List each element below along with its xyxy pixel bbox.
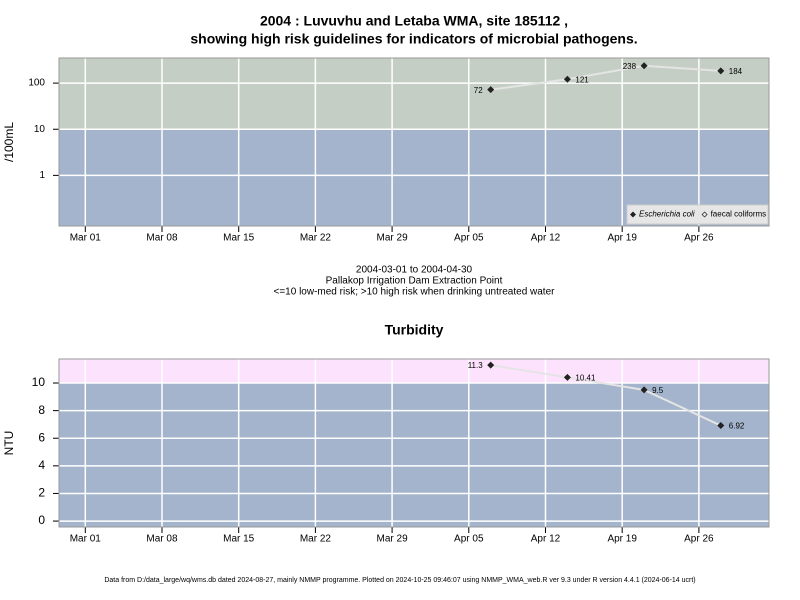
y-tick-label: 0 bbox=[38, 513, 45, 527]
y-axis-label: /100mL bbox=[2, 122, 16, 162]
x-tick-label: Mar 22 bbox=[300, 233, 332, 244]
data-label: 11.3 bbox=[468, 361, 484, 370]
data-point bbox=[563, 75, 571, 83]
footer: Data from D:/data_large/wq/wms.db dated … bbox=[104, 577, 695, 584]
y-tick-label: 10 bbox=[32, 375, 46, 389]
data-point bbox=[640, 386, 648, 394]
y-tick-label: 1 bbox=[39, 170, 45, 181]
caption: 2004-03-01 to 2004-04-30 bbox=[356, 265, 473, 276]
x-tick-label: Apr 26 bbox=[684, 534, 714, 545]
legend-label: Escherichia coli bbox=[639, 210, 695, 219]
y-tick-label: 100 bbox=[28, 78, 45, 89]
band-below bbox=[59, 383, 769, 527]
series-line bbox=[490, 364, 722, 427]
x-tick-label: Mar 15 bbox=[223, 233, 255, 244]
data-label: 184 bbox=[729, 67, 743, 76]
legend-marker bbox=[630, 211, 636, 218]
data-label: 238 bbox=[623, 62, 637, 71]
y-tick-label: 2 bbox=[38, 486, 45, 500]
legend-label: faecal coliforms bbox=[711, 210, 767, 219]
x-tick-label: Mar 01 bbox=[70, 534, 102, 545]
data-point bbox=[563, 373, 571, 381]
band-above bbox=[59, 58, 769, 130]
data-point bbox=[717, 67, 725, 75]
data-label: 72 bbox=[474, 86, 483, 95]
y-tick-label: 4 bbox=[38, 458, 45, 472]
series-line bbox=[490, 64, 721, 91]
y-axis-label: NTU bbox=[2, 431, 16, 456]
data-label: 121 bbox=[575, 75, 589, 84]
x-tick-label: Apr 19 bbox=[607, 534, 637, 545]
data-point bbox=[717, 422, 725, 430]
data-point bbox=[640, 62, 648, 70]
data-label: 10.41 bbox=[575, 373, 596, 382]
chart-title: showing high risk guidelines for indicat… bbox=[190, 31, 637, 47]
caption: <=10 low-med risk; >10 high risk when dr… bbox=[274, 287, 556, 298]
x-tick-label: Apr 19 bbox=[607, 233, 637, 244]
x-tick-label: Apr 12 bbox=[531, 233, 561, 244]
x-tick-label: Mar 29 bbox=[377, 233, 409, 244]
legend-box bbox=[626, 204, 769, 225]
chart-title: Turbidity bbox=[385, 322, 444, 338]
caption: Pallakop Irrigation Dam Extraction Point bbox=[326, 276, 503, 287]
legend-marker bbox=[701, 211, 708, 218]
x-tick-label: Mar 08 bbox=[146, 233, 178, 244]
y-tick-label: 10 bbox=[34, 124, 46, 135]
plot-frame bbox=[58, 358, 770, 528]
x-tick-label: Mar 22 bbox=[300, 534, 332, 545]
y-tick-label: 8 bbox=[38, 403, 45, 417]
plot-frame bbox=[58, 57, 770, 227]
band-above bbox=[59, 359, 769, 384]
data-label: 9.5 bbox=[652, 386, 664, 395]
data-point bbox=[487, 86, 495, 94]
x-tick-label: Mar 15 bbox=[223, 534, 255, 545]
x-tick-label: Apr 12 bbox=[531, 534, 561, 545]
data-label: 6.92 bbox=[729, 422, 745, 431]
x-tick-label: Apr 05 bbox=[454, 233, 484, 244]
y-tick-label: 6 bbox=[38, 430, 45, 444]
x-tick-label: Mar 01 bbox=[70, 233, 102, 244]
chart-title: 2004 : Luvuvhu and Letaba WMA, site 1851… bbox=[260, 13, 568, 29]
x-tick-label: Apr 05 bbox=[454, 534, 484, 545]
x-tick-label: Mar 08 bbox=[146, 534, 178, 545]
data-point bbox=[487, 361, 495, 369]
x-tick-label: Mar 29 bbox=[377, 534, 409, 545]
x-tick-label: Apr 26 bbox=[684, 233, 714, 244]
